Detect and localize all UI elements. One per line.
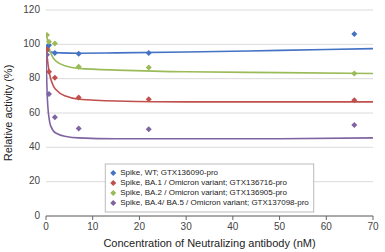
tick-label: 50 [274,221,286,232]
data-point [351,71,357,77]
data-point [146,126,152,132]
grid-line [46,44,373,45]
data-point [351,31,357,37]
data-point [46,32,50,38]
tick-label: 70 [367,221,379,232]
data-point [46,52,50,58]
grid-line [46,78,373,79]
fit-curve [46,46,373,102]
tick-mark [46,216,47,220]
data-point [46,39,52,45]
x-axis [46,216,373,217]
grid-line [46,216,373,217]
tick-label: 60 [321,221,333,232]
data-point [146,96,152,102]
data-point [52,114,58,120]
data-point [52,75,58,81]
tick-mark [186,216,187,220]
tick-mark [279,216,280,220]
tick-mark [326,216,327,220]
tick-label: 20 [29,175,41,186]
grid-line [46,10,373,11]
data-point [76,95,82,101]
legend-marker [110,200,116,206]
legend-label: Spike, BA.2 / Omicron variant; GTX136905… [120,188,287,197]
tick-label: 20 [134,221,146,232]
tick-label: 0 [34,210,40,221]
data-point [146,65,152,71]
fit-curve [46,49,373,54]
legend-label: Spike, WT; GTX136090-pro [120,168,218,177]
data-point [76,51,82,57]
data-point [52,50,58,56]
tick-label: 10 [87,221,99,232]
tick-label: 60 [29,107,41,118]
legend: Spike, WT; GTX136090-proSpike, BA.1 / Om… [105,164,314,212]
tick-mark [92,216,93,220]
data-point [351,97,357,103]
legend-marker [110,190,116,196]
tick-label: 30 [181,221,193,232]
data-point [76,64,82,70]
legend-marker [110,170,116,176]
tick-mark [373,216,374,220]
data-point [46,91,52,97]
legend-label: Spike, BA.4/ BA.5 / Omicron variant; GTX… [120,198,309,207]
tick-label: 40 [29,141,41,152]
tick-mark [139,216,140,220]
data-point [46,46,50,52]
data-point [52,40,58,46]
grid-line [46,147,373,148]
tick-label: 120 [23,4,40,15]
data-point [351,122,357,128]
fit-curve [46,34,373,73]
x-axis-label: Concentration of Neutralizing antibody (… [103,237,315,249]
fit-curve [46,53,373,139]
legend-box [105,164,314,212]
data-point [76,125,82,131]
data-point [146,50,152,56]
legend-marker [110,180,116,186]
data-point [46,69,52,75]
tick-label: 100 [23,38,40,49]
grid-line [46,113,373,114]
tick-label: 0 [43,221,49,232]
legend-label: Spike, BA.1 / Omicron variant; GTX136716… [120,178,287,187]
y-axis-label: Relative activity (%) [2,65,14,162]
chart: 0 20 40 60 80 100 120 0 10 20 30 40 50 60 70 Concentrat… [0,0,385,252]
tick-label: 80 [29,72,41,83]
plot-area [46,31,373,139]
tick-label: 40 [227,221,239,232]
tick-mark [232,216,233,220]
